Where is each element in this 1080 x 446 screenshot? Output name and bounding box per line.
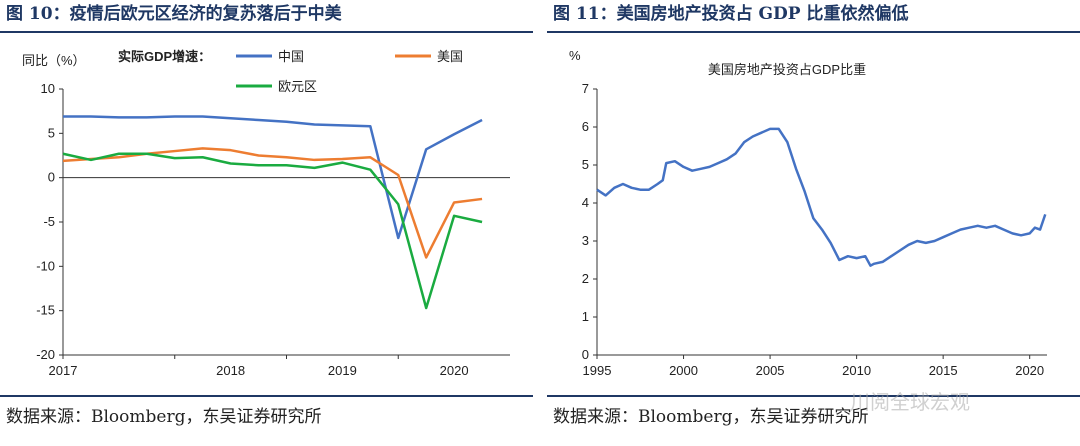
y-tick-label: 2 <box>582 271 589 286</box>
y-tick-label: 0 <box>582 347 589 362</box>
right-title-rule <box>547 31 1080 33</box>
legend-label: 中国 <box>278 49 304 64</box>
series-line-欧元区 <box>62 152 483 310</box>
chart-title: 美国房地产投资占GDP比重 <box>708 62 866 77</box>
y-tick-label: 6 <box>582 119 589 134</box>
y-tick-label: -5 <box>43 214 55 229</box>
x-tick-label: 2015 <box>929 363 958 378</box>
y-tick-label: 5 <box>48 125 55 140</box>
y-tick-label: -10 <box>36 258 55 273</box>
x-tick-label: 2019 <box>328 363 357 378</box>
left-figure-panel: 图 10：疫情后欧元区经济的复苏落后于中美 同比（%） 实际GDP增速： 10 5 0 -… <box>0 0 533 446</box>
y-tick-label: -15 <box>36 303 55 318</box>
right-bottom-rule <box>547 395 1080 397</box>
legend-label: 欧元区 <box>278 79 317 94</box>
x-tick-label: 2005 <box>756 363 785 378</box>
series-line-中国 <box>63 115 483 240</box>
x-tick-label: 2017 <box>49 363 78 378</box>
y-tick-label: 10 <box>41 81 55 96</box>
left-title-rule <box>0 31 533 33</box>
left-figure-title: 图 10：疫情后欧元区经济的复苏落后于中美 <box>6 4 342 24</box>
watermark-text: 川阅全球宏观 <box>850 390 970 414</box>
x-tick-label: 2020 <box>1015 363 1044 378</box>
y-axis-label: 同比（%） <box>22 53 86 68</box>
x-tick-label: 2010 <box>842 363 871 378</box>
y-tick-label: 3 <box>582 233 589 248</box>
right-figure-panel: 图 11：美国房地产投资占 GDP 比重依然偏低 % 美国房地产投资占GDP比重 7… <box>547 0 1080 446</box>
x-tick-label: 1995 <box>583 363 612 378</box>
legend-label: 美国 <box>437 49 463 64</box>
legend-title: 实际GDP增速： <box>118 49 211 64</box>
x-tick-label: 2018 <box>216 363 245 378</box>
y-tick-label: 5 <box>582 157 589 172</box>
series-line-美国 <box>62 147 483 259</box>
left-bottom-rule <box>0 395 533 397</box>
left-source-note: 数据来源：Bloomberg，东吴证券研究所 <box>6 407 322 427</box>
y-tick-label: 7 <box>582 81 589 96</box>
right-source-note: 数据来源：Bloomberg，东吴证券研究所 <box>553 407 869 427</box>
y-tick-label: 1 <box>582 309 589 324</box>
x-tick-label: 2020 <box>440 363 469 378</box>
y-tick-label: 4 <box>582 195 589 210</box>
right-figure-title: 图 11：美国房地产投资占 GDP 比重依然偏低 <box>553 4 909 24</box>
y-tick-label: -20 <box>36 347 55 362</box>
x-tick-label: 2000 <box>669 363 698 378</box>
y-tick-label: 0 <box>48 170 55 185</box>
series-line <box>596 127 1047 267</box>
y-axis-label: % <box>569 48 581 63</box>
